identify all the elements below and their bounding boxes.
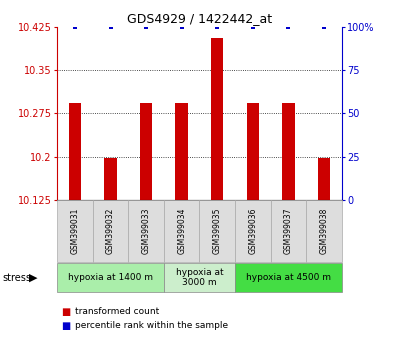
Text: hypoxia at
3000 m: hypoxia at 3000 m [176, 268, 223, 287]
Text: GSM399036: GSM399036 [248, 208, 257, 254]
Title: GDS4929 / 1422442_at: GDS4929 / 1422442_at [127, 12, 272, 25]
Bar [104, 158, 117, 200]
Text: ■: ■ [61, 307, 70, 316]
Text: GSM399034: GSM399034 [177, 208, 186, 254]
Text: GSM399035: GSM399035 [213, 208, 222, 254]
Bar [175, 103, 188, 200]
Text: hypoxia at 4500 m: hypoxia at 4500 m [246, 273, 331, 282]
Bar [140, 103, 152, 200]
Text: GSM399037: GSM399037 [284, 208, 293, 254]
Text: stress: stress [2, 273, 31, 282]
Text: GSM399038: GSM399038 [320, 208, 328, 254]
Bar [246, 103, 259, 200]
Bar [318, 158, 330, 200]
Text: transformed count: transformed count [75, 307, 159, 316]
Text: GSM399031: GSM399031 [71, 208, 79, 254]
Text: percentile rank within the sample: percentile rank within the sample [75, 321, 228, 330]
Bar [69, 103, 81, 200]
Text: GSM399032: GSM399032 [106, 208, 115, 254]
Text: ▶: ▶ [29, 273, 38, 282]
Text: hypoxia at 1400 m: hypoxia at 1400 m [68, 273, 153, 282]
Text: GSM399033: GSM399033 [142, 208, 150, 254]
Bar [211, 38, 224, 200]
Text: ■: ■ [61, 321, 70, 331]
Bar [282, 103, 295, 200]
